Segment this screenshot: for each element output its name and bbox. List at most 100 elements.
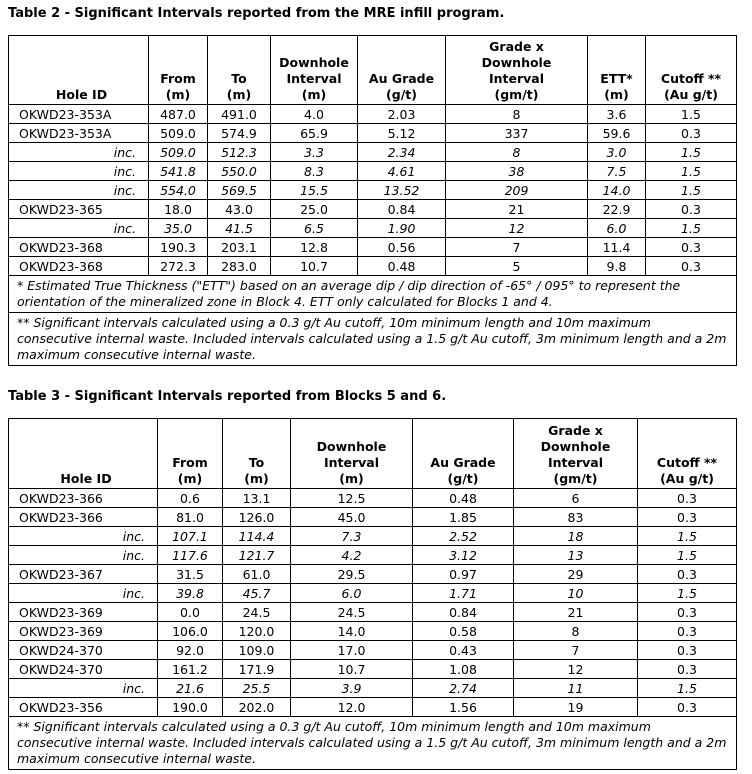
- data-row: OKWD23-366 81.0 126.0 45.0 1.85 83 0.3: [8, 507, 737, 527]
- cell: 7.3: [290, 526, 413, 546]
- cell: 92.0: [157, 640, 223, 660]
- cell: 0.3: [637, 621, 737, 641]
- cell: 12: [513, 659, 638, 679]
- cell: 6.5: [270, 218, 358, 238]
- cell: 0.3: [637, 488, 737, 508]
- data-row: OKWD23-369 106.0 120.0 14.0 0.58 8 0.3: [8, 621, 737, 641]
- cell: 6.0: [290, 583, 413, 603]
- cell: 0.56: [357, 237, 446, 257]
- data-row: inc. 541.8 550.0 8.3 4.61 38 7.5 1.5: [8, 161, 737, 181]
- header-cell: Hole ID: [8, 35, 149, 105]
- header-text: Downhole: [481, 55, 552, 70]
- cell: inc.: [8, 180, 149, 200]
- header-cell: Cutoff ** (Au g/t): [645, 35, 737, 105]
- footnote: ** Significant intervals calculated usin…: [8, 312, 737, 366]
- header-cell: Grade x Downhole Interval (gm/t): [513, 418, 638, 489]
- cell: 554.0: [148, 180, 208, 200]
- header-text: Au Grade: [368, 71, 435, 86]
- data-row: inc. 35.0 41.5 6.5 1.90 12 6.0 1.5: [8, 218, 737, 238]
- cell: 541.8: [148, 161, 208, 181]
- cell: 59.6: [587, 123, 646, 143]
- header-text: Interval: [286, 71, 342, 86]
- cell: 13: [513, 545, 638, 565]
- cell: 1.71: [412, 583, 514, 603]
- cell: 2.52: [412, 526, 514, 546]
- cell: OKWD23-353A: [8, 104, 149, 124]
- cell: 1.5: [637, 545, 737, 565]
- cell: 8: [513, 621, 638, 641]
- footnote: ** Significant intervals calculated usin…: [8, 716, 737, 770]
- cell: 106.0: [157, 621, 223, 641]
- cell: 45.7: [222, 583, 291, 603]
- header-text: (g/t): [386, 87, 417, 102]
- cell: 190.3: [148, 237, 208, 257]
- cell: 8: [445, 142, 588, 162]
- cell: 0.0: [157, 602, 223, 622]
- cell: 0.3: [637, 640, 737, 660]
- cell: 8.3: [270, 161, 358, 181]
- cell: 3.6: [587, 104, 646, 124]
- cell: 1.5: [645, 180, 737, 200]
- cell: 487.0: [148, 104, 208, 124]
- data-row: OKWD23-353A 509.0 574.9 65.9 5.12 337 59.6 0.3: [8, 123, 737, 143]
- cell: OKWD23-367: [8, 564, 158, 584]
- table: Hole ID From (m) To (m) Downhole Interval (m) Au…: [8, 35, 737, 366]
- header-text: (Au g/t): [660, 471, 714, 486]
- cell: 0.3: [637, 697, 737, 717]
- cell: 38: [445, 161, 588, 181]
- data-row: OKWD24-370 161.2 171.9 10.7 1.08 12 0.3: [8, 659, 737, 679]
- cell: inc.: [8, 678, 158, 698]
- cell: OKWD23-369: [8, 602, 158, 622]
- cell: 83: [513, 507, 638, 527]
- header-text: Cutoff **: [656, 455, 718, 470]
- cell: 11.4: [587, 237, 646, 257]
- cell: 25.5: [222, 678, 291, 698]
- cell: 10.7: [270, 256, 358, 276]
- data-row: OKWD23-365 18.0 43.0 25.0 0.84 21 22.9 0.3: [8, 199, 737, 219]
- cell: OKWD23-369: [8, 621, 158, 641]
- cell: 11: [513, 678, 638, 698]
- header-cell: Au Grade (g/t): [357, 35, 446, 105]
- header-cell: Grade x Downhole Interval (gm/t): [445, 35, 588, 105]
- header-text: Downhole: [540, 439, 611, 454]
- cell: 114.4: [222, 526, 291, 546]
- table-title: Table 2 - Significant Intervals reported…: [8, 6, 505, 21]
- cell: OKWD24-370: [8, 659, 158, 679]
- cell: 61.0: [222, 564, 291, 584]
- cell: 35.0: [148, 218, 208, 238]
- cell: 13.1: [222, 488, 291, 508]
- header-text: Au Grade: [430, 455, 496, 470]
- cell: 81.0: [157, 507, 223, 527]
- cell: 569.5: [207, 180, 271, 200]
- cell: 3.3: [270, 142, 358, 162]
- cell: 0.3: [645, 237, 737, 257]
- cell: OKWD23-353A: [8, 123, 149, 143]
- data-row: inc. 117.6 121.7 4.2 3.12 13 1.5: [8, 545, 737, 565]
- header-text: (m): [339, 471, 364, 486]
- data-row: OKWD23-367 31.5 61.0 29.5 0.97 29 0.3: [8, 564, 737, 584]
- header-text: (m): [301, 87, 327, 102]
- header-cell: Downhole Interval (m): [270, 35, 358, 105]
- header-text: Interval: [488, 71, 545, 86]
- cell: 5: [445, 256, 588, 276]
- data-row: inc. 39.8 45.7 6.0 1.71 10 1.5: [8, 583, 737, 603]
- cell: inc.: [8, 526, 158, 546]
- cell: 2.34: [357, 142, 446, 162]
- cell: 21: [445, 199, 588, 219]
- cell: 14.0: [290, 621, 413, 641]
- cell: 1.5: [637, 526, 737, 546]
- header-text: (m): [226, 87, 252, 102]
- data-row: inc. 21.6 25.5 3.9 2.74 11 1.5: [8, 678, 737, 698]
- cell: 0.97: [412, 564, 514, 584]
- cell: 5.12: [357, 123, 446, 143]
- cell: 117.6: [157, 545, 223, 565]
- cell: 12.5: [290, 488, 413, 508]
- cell: 1.5: [645, 142, 737, 162]
- data-row: OKWD23-353A 487.0 491.0 4.0 2.03 8 3.6 1.5: [8, 104, 737, 124]
- cell: 0.6: [157, 488, 223, 508]
- header-text: To: [248, 455, 265, 470]
- cell: 0.43: [412, 640, 514, 660]
- cell: 29.5: [290, 564, 413, 584]
- cell: 161.2: [157, 659, 223, 679]
